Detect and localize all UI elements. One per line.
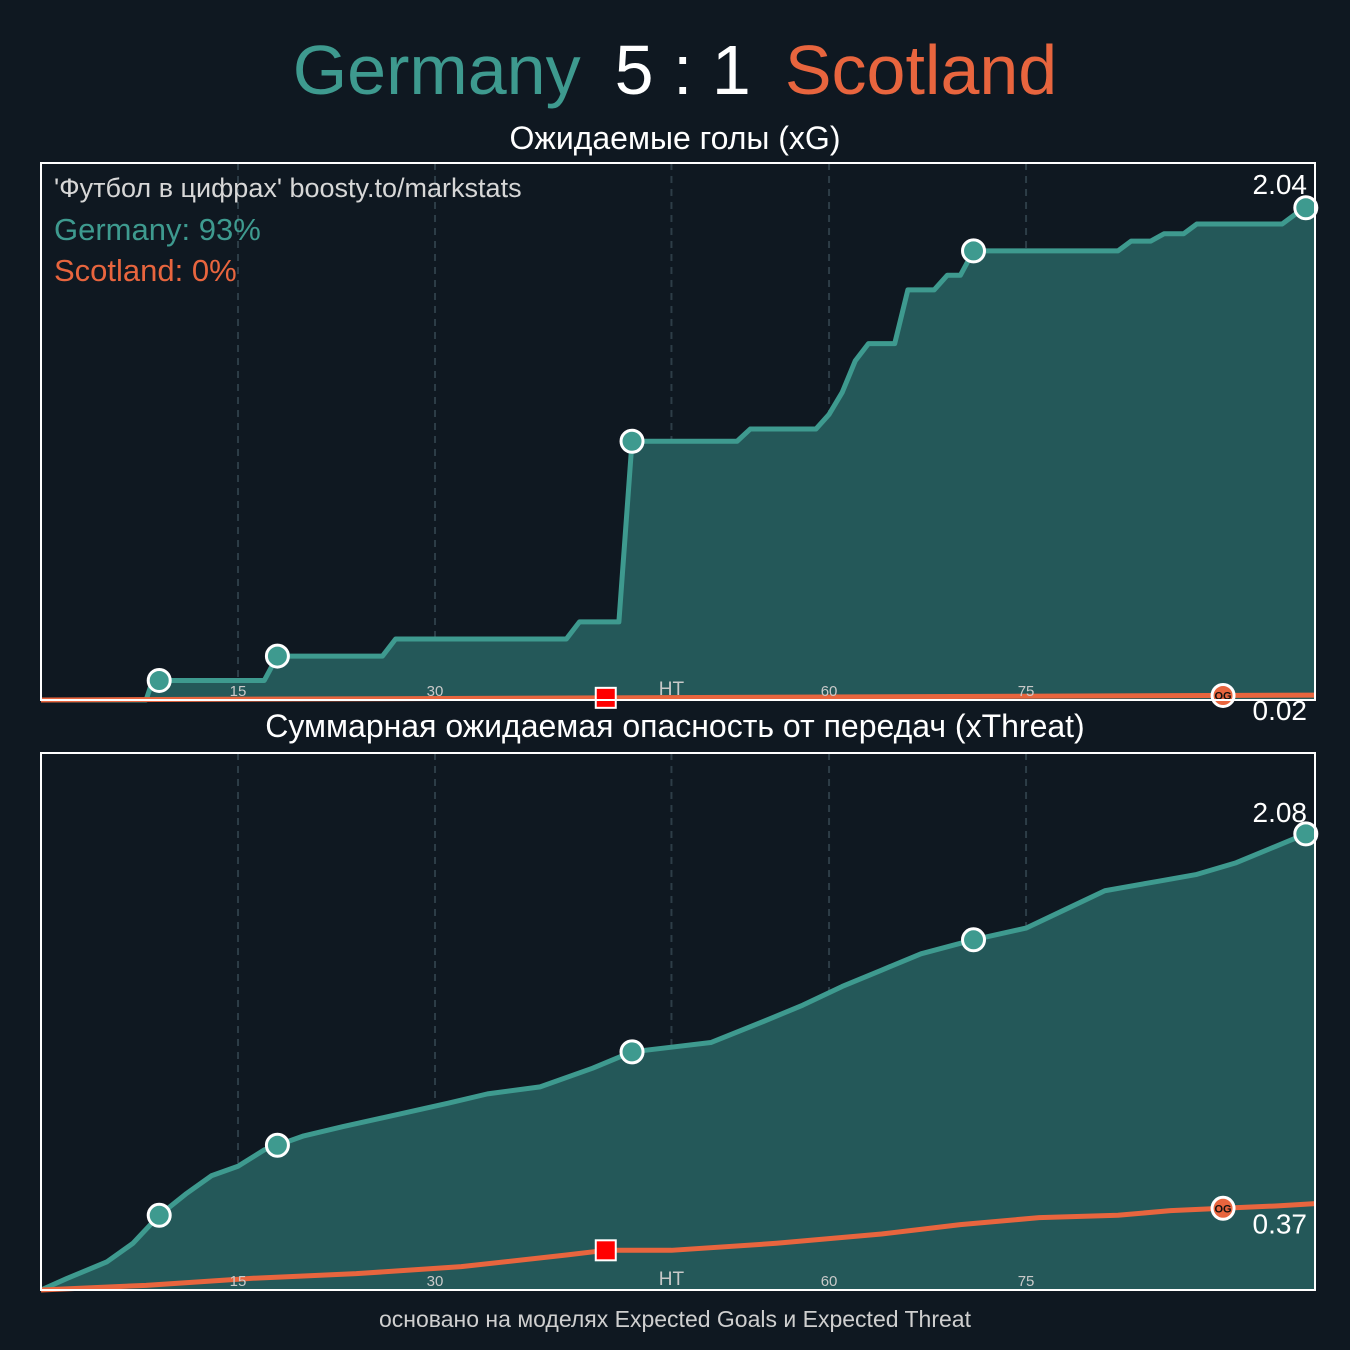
- xg-halftime-label: HT: [659, 679, 685, 700]
- xthreat-x-axis: 15 30 60 75 HT: [230, 1269, 1035, 1290]
- xg-home-goal-marker: [1293, 195, 1319, 221]
- xthreat-home-goal-marker: [146, 1202, 172, 1228]
- xg-home-goal-marker: [961, 238, 987, 264]
- xg-home-goal-marker: [619, 428, 645, 454]
- xg-x-axis: 15 30 60 75 HT: [230, 679, 1035, 700]
- xg-series-areas: [41, 202, 1315, 700]
- xthreat-home-goal-marker: [264, 1132, 290, 1158]
- xg-goal-markers: OG: [146, 195, 1319, 709]
- xthreat-x-tick-label: 75: [1018, 1273, 1035, 1290]
- xthreat-away-goal-marker: [1210, 1195, 1236, 1221]
- xthreat-chart: 15 30 60 75 HT OG 2.08 0.37: [39, 752, 1319, 1293]
- xg-x-tick-label: 15: [230, 683, 247, 700]
- xg-home-goal-marker: [264, 643, 290, 669]
- xthreat-red-card-marker: [594, 1239, 617, 1262]
- xthreat-goal-markers: OG: [146, 821, 1319, 1262]
- xthreat-away-line: [40, 1201, 1316, 1293]
- away-win-probability: Scotland: 0%: [54, 253, 237, 288]
- footer-note: основано на моделях Expected Goals и Exp…: [379, 1306, 971, 1332]
- xg-red-card-marker: [594, 686, 617, 709]
- xg-chart-title: Ожидаемые голы (xG): [509, 120, 841, 156]
- xthreat-x-tick-label: 60: [821, 1273, 838, 1290]
- xthreat-away-end-value: 0.37: [1253, 1209, 1308, 1240]
- xthreat-home-end-value: 2.08: [1253, 797, 1308, 828]
- xg-chart-frame: [40, 162, 1316, 701]
- xthreat-home-goal-marker: [619, 1039, 645, 1065]
- xthreat-chart-frame: [40, 752, 1316, 1291]
- watermark: 'Футбол в цифрах' boosty.to/markstats: [54, 173, 522, 203]
- away-team-name: Scotland: [784, 31, 1058, 109]
- home-team-name: Germany: [292, 31, 581, 109]
- xthreat-home-area: [41, 830, 1315, 1290]
- xthreat-chart-title: Суммарная ожидаемая опасность от передач…: [265, 708, 1085, 744]
- xthreat-x-tick-label: 30: [427, 1273, 444, 1290]
- xthreat-home-goal-marker: [961, 927, 987, 953]
- xg-home-area: [41, 202, 1315, 700]
- xthreat-series-areas: [41, 830, 1315, 1290]
- match-header: Germany 5 : 1 Scotland: [0, 28, 1350, 112]
- xg-x-tick-label: 60: [821, 683, 838, 700]
- xthreat-x-tick-label: 15: [230, 1273, 247, 1290]
- xthreat-own-goal-label: OG: [1214, 1203, 1231, 1215]
- match-score: 5 : 1: [614, 31, 751, 109]
- home-win-probability: Germany: 93%: [54, 212, 261, 247]
- xg-x-tick-label: 75: [1018, 683, 1035, 700]
- xg-home-end-value: 2.04: [1253, 169, 1308, 200]
- xthreat-home-goal-marker: [1293, 821, 1319, 847]
- xthreat-halftime-label: HT: [659, 1269, 685, 1290]
- xg-home-goal-marker: [146, 667, 172, 693]
- xthreat-end-labels: 2.08 0.37: [1253, 797, 1308, 1240]
- xg-x-tick-label: 30: [427, 683, 444, 700]
- xg-home-line: [41, 199, 1317, 703]
